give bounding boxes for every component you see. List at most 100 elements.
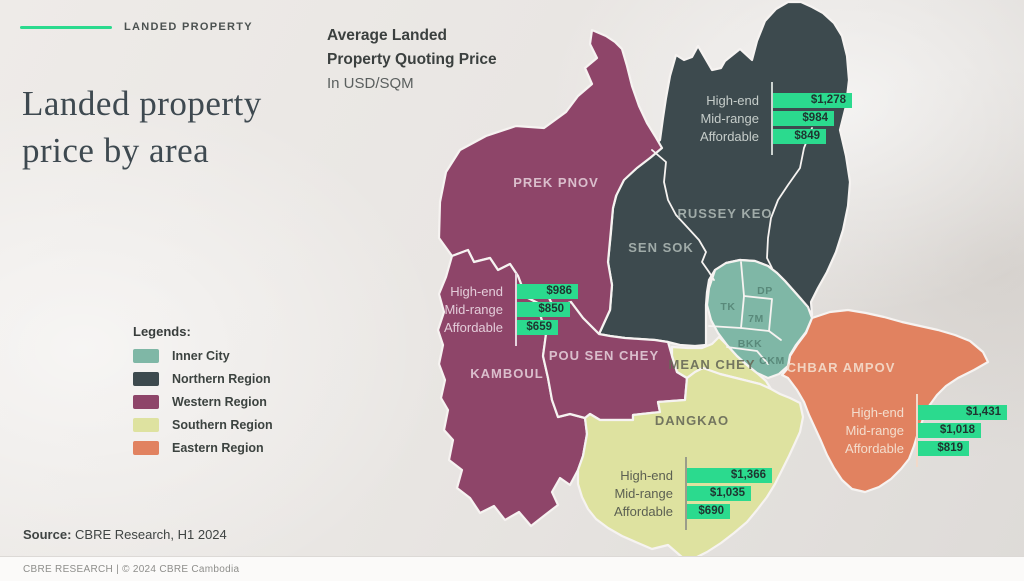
chart-bar-value: $1,035	[709, 487, 745, 499]
label-tk: TK	[720, 301, 735, 313]
chart-row: Mid-range $1,035	[573, 486, 772, 501]
border-dp-ckm	[768, 330, 782, 341]
legend-swatch	[133, 372, 159, 386]
chart-bar-value: $986	[546, 285, 572, 297]
label-russey-keo: RUSSEY KEO	[677, 206, 772, 221]
legend-items: Inner City Northern Region Western Region S…	[133, 349, 273, 455]
chart-row: Mid-range $984	[659, 111, 852, 126]
chart-bar-value: $819	[937, 442, 963, 454]
chart-axis	[771, 82, 773, 155]
source-label: Source:	[23, 527, 72, 542]
chart-bar: $1,278	[773, 93, 852, 108]
eyebrow-accent-line	[20, 26, 112, 29]
chart-category-label: Mid-range	[444, 302, 503, 317]
chart-bar: $849	[773, 129, 826, 144]
legend-label: Inner City	[172, 349, 230, 363]
chart-row: Affordable $819	[804, 441, 1007, 456]
label-kamboul: KAMBOUL	[470, 366, 543, 381]
chart-category-label: High-end	[706, 93, 759, 108]
chart-bar-value: $850	[538, 303, 564, 315]
price-chart-northern: High-end $1,278 Mid-range $984 Affordable $84…	[659, 82, 852, 155]
chart-row: Mid-range $1,018	[804, 423, 1007, 438]
border-russey-keo-east	[766, 127, 813, 269]
subtitle-line2: Property Quoting Price	[327, 51, 497, 68]
chart-row: High-end $986	[403, 284, 578, 299]
chart-bar-value: $1,278	[810, 94, 846, 106]
chart-bar: $690	[687, 504, 730, 519]
border-tk-dp	[740, 261, 745, 297]
label-bkk: BKK	[738, 338, 763, 350]
price-chart-southern: High-end $1,366 Mid-range $1,035 Affordable $…	[573, 457, 772, 530]
chart-bar-value: $1,018	[939, 424, 975, 436]
source-text: CBRE Research, H1 2024	[75, 527, 227, 542]
chart-category-label: High-end	[620, 468, 673, 483]
page-title: Landed property price by area	[22, 80, 262, 174]
legend-swatch	[133, 418, 159, 432]
chart-category-label: Affordable	[443, 320, 503, 335]
chart-category-label: Affordable	[613, 504, 673, 519]
chart-bar-value: $984	[802, 112, 828, 124]
chart-row: Affordable $659	[403, 320, 578, 335]
chart-row: High-end $1,366	[573, 468, 772, 483]
page-title-line2: price by area	[22, 131, 210, 170]
label-chbar-ampov: CHBAR AMPOV	[787, 360, 896, 375]
chart-bar-value: $1,366	[730, 469, 766, 481]
label-dp: DP	[757, 285, 773, 297]
legend-label: Western Region	[172, 395, 267, 409]
label-pou-sen-chey: POU SEN CHEY	[549, 348, 659, 363]
label-dangkao: DANGKAO	[655, 413, 729, 428]
legend-item: Western Region	[133, 395, 273, 409]
chart-bar: $850	[517, 302, 570, 317]
chart-bar: $659	[517, 320, 558, 335]
legend-swatch	[133, 349, 159, 363]
chart-axis	[916, 394, 918, 467]
source-note: Source: CBRE Research, H1 2024	[23, 527, 227, 542]
legend-item: Northern Region	[133, 372, 273, 386]
legend-label: Northern Region	[172, 372, 271, 386]
chart-row: Mid-range $850	[403, 302, 578, 317]
chart-category-label: Affordable	[844, 441, 904, 456]
region-chbar-ampov	[780, 308, 990, 494]
label-sen-sok: SEN SOK	[628, 240, 694, 255]
subtitle-line1: Average Landed	[327, 27, 448, 44]
chart-axis	[515, 273, 517, 346]
chart-category-label: High-end	[450, 284, 503, 299]
legend-item: Southern Region	[133, 418, 273, 432]
label-7m: 7M	[748, 313, 764, 325]
chart-category-label: High-end	[851, 405, 904, 420]
price-chart-western: High-end $986 Mid-range $850 Affordable $659	[403, 273, 578, 346]
chart-row: Affordable $690	[573, 504, 772, 519]
chart-bar-value: $1,431	[965, 406, 1001, 418]
chart-bar: $819	[918, 441, 969, 456]
chart-axis	[685, 457, 687, 530]
legend: Legends: Inner City Northern Region Wester…	[133, 324, 273, 464]
chart-row: Affordable $849	[659, 129, 852, 144]
legend-heading: Legends:	[133, 324, 191, 339]
chart-bar: $1,366	[687, 468, 772, 483]
price-chart-eastern: High-end $1,431 Mid-range $1,018 Affordable $…	[804, 394, 1007, 467]
chart-subtitle: Average Landed Property Quoting Price In…	[327, 24, 497, 96]
border-tk-bkk	[708, 325, 742, 329]
chart-row: High-end $1,278	[659, 93, 852, 108]
label-prek-pnov: PREK PNOV	[513, 175, 599, 190]
footer-text: CBRE RESEARCH | © 2024 CBRE Cambodia	[23, 563, 240, 575]
chart-row: High-end $1,431	[804, 405, 1007, 420]
chart-bar-value: $659	[526, 321, 552, 333]
chart-bar-value: $849	[794, 130, 820, 142]
chart-bar: $1,035	[687, 486, 751, 501]
chart-bar: $1,431	[918, 405, 1007, 420]
label-ckm: CKM	[759, 355, 785, 367]
chart-category-label: Mid-range	[614, 486, 673, 501]
legend-swatch	[133, 395, 159, 409]
chart-bar-value: $690	[698, 505, 724, 517]
chart-bar: $986	[517, 284, 578, 299]
chart-category-label: Mid-range	[700, 111, 759, 126]
legend-item: Inner City	[133, 349, 273, 363]
border-sen-sok-russey-keo	[651, 149, 715, 281]
page-title-line1: Landed property	[22, 84, 262, 123]
subtitle-unit: In USD/SQM	[327, 75, 414, 92]
label-mean-chey: MEAN CHEY	[668, 357, 755, 372]
chart-bar: $1,018	[918, 423, 981, 438]
